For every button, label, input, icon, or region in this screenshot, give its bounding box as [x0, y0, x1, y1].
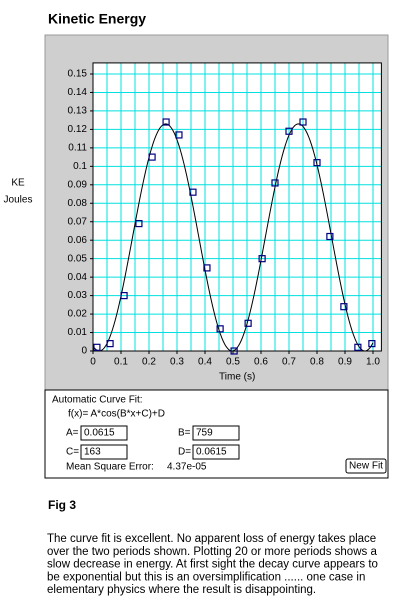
data-point: [230, 347, 238, 355]
data-point: [258, 255, 266, 263]
plot-area: [93, 62, 382, 352]
x-tick-label: 0.7: [282, 357, 296, 368]
x-tick-label: 0.6: [254, 357, 268, 368]
x-tick-label: 0: [90, 357, 96, 368]
y-tick-label: 0.1: [73, 161, 87, 172]
x-tick-label: 0.4: [198, 357, 212, 368]
y-tick-label: 0.05: [68, 253, 88, 264]
data-point: [135, 219, 143, 228]
x-tick-label: 0.1: [114, 357, 128, 368]
mse-label: Mean Square Error:: [66, 462, 154, 473]
param-value: 163: [84, 447, 101, 458]
data-point: [368, 340, 376, 348]
fit-formula: f(x)= A*cos(B*x+C)+D: [68, 409, 165, 420]
param-field[interactable]: [192, 444, 240, 460]
y-tick-label: 0.08: [68, 198, 88, 209]
data-point: [299, 118, 307, 126]
data-point: [162, 118, 170, 126]
data-point: [326, 232, 334, 241]
param-name: B=: [178, 428, 191, 439]
data-point: [285, 127, 293, 135]
caption-line: slow decrease in energy. At first sight …: [47, 559, 378, 571]
x-axis-label: Time (s): [219, 372, 255, 383]
y-tick-label: 0.01: [68, 327, 88, 338]
page-title: Kinetic Energy: [48, 11, 146, 27]
x-tick-label: 0.8: [310, 357, 324, 368]
y-tick-label: 0.12: [68, 124, 88, 135]
new-fit-button[interactable]: [345, 458, 387, 474]
x-tick-label: 0.3: [170, 357, 184, 368]
y-tick-label: 0.11: [68, 143, 87, 154]
y-tick-label: 0.03: [68, 290, 88, 301]
caption-line: be exponential but this is an oversimpli…: [47, 571, 365, 583]
data-point: [93, 343, 101, 351]
mse-value: 4.37e-05: [167, 462, 207, 473]
data-point: [313, 159, 321, 167]
y-tick-label: 0.15: [68, 69, 88, 80]
data-point: [271, 179, 279, 187]
y-tick-label: 0.09: [68, 179, 88, 190]
data-point: [203, 264, 211, 272]
caption-line: over the two periods shown. Plotting 20 …: [47, 546, 377, 558]
data-point: [175, 131, 183, 139]
new-fit-label[interactable]: New Fit: [349, 461, 383, 472]
fit-curve: [92, 123, 374, 352]
y-axis-label: KE: [11, 178, 25, 189]
caption-line: The curve fit is excellent. No apparent …: [47, 533, 376, 545]
y-tick-label: 0.13: [68, 106, 88, 117]
param-value: 0.0615: [84, 428, 115, 439]
x-tick-label: 0.2: [142, 357, 156, 368]
data-point: [148, 153, 156, 161]
data-point: [354, 343, 362, 351]
param-name: D=: [178, 447, 191, 458]
param-value: 0.0615: [196, 447, 227, 458]
data-point: [216, 325, 224, 333]
param-name: C=: [66, 447, 79, 458]
data-point: [244, 319, 252, 327]
data-point: [189, 188, 197, 196]
param-field[interactable]: [192, 425, 240, 441]
data-point: [340, 303, 348, 311]
y-tick-label: 0.06: [68, 235, 88, 246]
param-field[interactable]: [80, 444, 128, 460]
x-tick-label: 0.5: [226, 357, 240, 368]
caption-line: elementary physics where the result is d…: [47, 584, 316, 596]
y-axis-label: Joules: [4, 195, 33, 206]
param-field[interactable]: [80, 425, 128, 441]
y-tick-label: 0.04: [68, 272, 88, 283]
fit-heading: Automatic Curve Fit:: [52, 395, 143, 406]
param-name: A=: [66, 428, 79, 439]
x-tick-label: 1.0: [366, 357, 380, 368]
y-tick-label: 0: [81, 346, 87, 357]
param-value: 759: [196, 428, 213, 439]
y-tick-label: 0.14: [68, 87, 88, 98]
y-tick-label: 0.07: [68, 216, 88, 227]
y-tick-label: 0.02: [68, 309, 88, 320]
data-point: [120, 292, 128, 300]
data-point: [106, 340, 114, 348]
x-tick-label: 0.9: [338, 357, 352, 368]
figure-label: Fig 3: [48, 498, 76, 512]
